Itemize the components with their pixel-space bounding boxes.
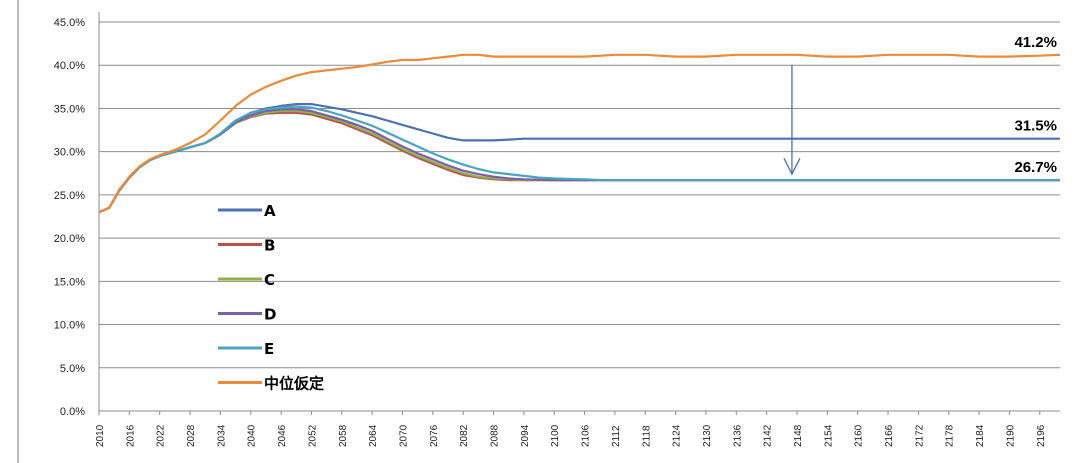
x-tick-label: 2052: [307, 424, 318, 447]
x-tick-label: 2106: [581, 424, 592, 447]
x-tick-label: 2070: [398, 424, 409, 447]
x-tick-label: 2088: [490, 424, 501, 447]
y-tick-label: 5.0%: [60, 363, 85, 375]
x-tick-label: 2082: [459, 424, 470, 447]
series-line-4: [98, 108, 1060, 214]
series-line-6: [98, 53, 1061, 214]
x-tick-label: 2010: [95, 424, 106, 447]
x-tick-label: 2040: [247, 424, 258, 447]
legend-label: 中位仮定: [264, 375, 324, 393]
x-tick-label: 2112: [611, 425, 622, 447]
y-tick-label: 30.0%: [54, 147, 85, 159]
x-tick-label: 2142: [763, 424, 774, 447]
arrow-head: [783, 157, 801, 176]
x-tick-label: 2166: [884, 424, 895, 447]
x-tick-label: 2124: [672, 424, 683, 447]
x-tick-label: 2100: [550, 424, 561, 447]
x-tick-label: 2172: [914, 424, 925, 447]
x-tick-label: 2058: [338, 424, 349, 447]
legend-label: E: [264, 340, 274, 358]
y-tick-label: 35.0%: [54, 103, 85, 115]
y-tick-label: 15.0%: [54, 276, 85, 288]
x-tick-label: 2130: [702, 424, 713, 447]
value-annotation: 31.5%: [1014, 118, 1057, 135]
x-tick-label: 2148: [793, 424, 804, 447]
legend-label: B: [264, 237, 275, 255]
x-tick-label: 2184: [975, 424, 986, 447]
gridlines: [99, 21, 1060, 369]
x-tick-label: 2034: [216, 424, 227, 447]
y-tick-label: 25.0%: [54, 190, 85, 202]
value-annotation: 41.2%: [1014, 34, 1057, 51]
axes: [98, 12, 1060, 415]
series-line-5: [98, 105, 1060, 214]
drop-arrow: [783, 64, 801, 176]
series-lines: [98, 53, 1061, 214]
y-tick-label: 40.0%: [54, 60, 85, 72]
legend-label: A: [264, 202, 276, 220]
x-tick-label: 2154: [823, 424, 834, 447]
x-tick-label: 2028: [186, 424, 197, 447]
annotations: 41.2% 31.5% 26.7%: [1014, 34, 1057, 176]
x-tick-label: 2196: [1036, 424, 1047, 447]
y-tick-label: 45.0%: [54, 17, 85, 29]
y-tick-label: 10.0%: [54, 320, 85, 332]
legend-label: D: [264, 306, 276, 324]
x-tick-label: 2178: [945, 424, 956, 447]
series-line-2: [98, 111, 1060, 214]
legend-label: C: [264, 271, 275, 289]
y-axis-ticks: 0.0% 5.0% 10.0% 15.0% 20.0% 25.0% 30.0% 35.0% 40…: [54, 17, 85, 418]
x-tick-label: 2064: [368, 424, 379, 447]
value-annotation: 26.7%: [1014, 159, 1057, 176]
x-tick-label: 2022: [156, 424, 167, 447]
x-tick-label: 2160: [854, 424, 865, 447]
x-tick-label: 2094: [520, 424, 531, 447]
x-tick-label: 2118: [641, 425, 652, 447]
y-tick-label: 0.0%: [60, 406, 85, 418]
x-tick-label: 2046: [277, 424, 288, 447]
x-tick-label: 2016: [125, 424, 136, 447]
x-tick-label: 2190: [1005, 424, 1016, 447]
x-axis-ticks: 2010 2016 2022 2028 2034 2040 2046 2052 2058 2064…: [95, 424, 1047, 447]
y-tick-label: 20.0%: [54, 233, 85, 245]
x-tick-label: 2076: [429, 424, 440, 447]
x-tick-label: 2136: [732, 424, 743, 447]
series-line-3: [98, 109, 1060, 214]
